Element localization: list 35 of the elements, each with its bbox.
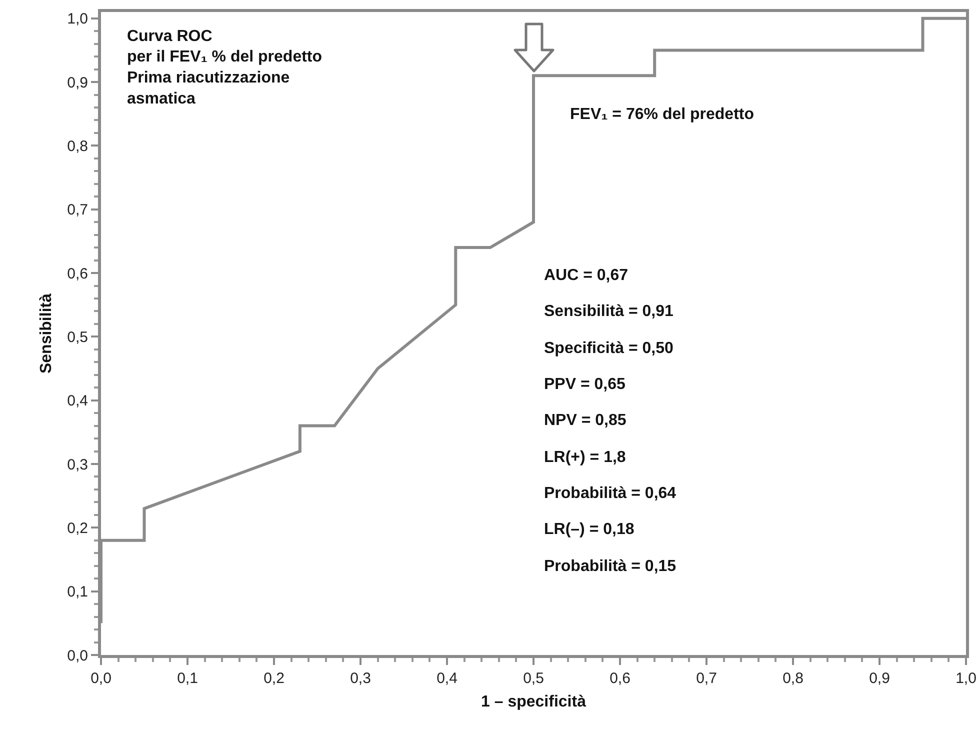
- y-tick-label: 0,8: [67, 138, 88, 155]
- annotation: NPV = 0,85: [544, 412, 626, 429]
- x-tick-label: 0,8: [782, 670, 804, 687]
- y-tick-label: 0,7: [67, 202, 88, 219]
- y-tick-label: 0,0: [67, 647, 88, 664]
- x-tick-label: 0,5: [523, 670, 544, 687]
- y-tick-label: 0,5: [67, 328, 88, 346]
- x-tick-label: 0,9: [869, 670, 890, 687]
- annotation: LR(+) = 1,8: [544, 449, 626, 466]
- y-tick-label: 0,1: [67, 584, 88, 601]
- y-tick-label: 0,6: [67, 265, 88, 282]
- annotation: AUC = 0,67: [544, 267, 628, 284]
- y-tick-label: 0,3: [67, 456, 88, 474]
- annotation: Probabilità = 0,64: [544, 485, 676, 502]
- x-tick-label: 0,2: [264, 670, 284, 687]
- text: Curva ROC per il FEV₁ % del predetto Prima riacutizzazione asmatica: [126, 28, 322, 108]
- x-axis-title: 1 – specificità: [481, 694, 586, 711]
- x-tick-label: 0,3: [350, 670, 371, 687]
- y-tick-label: 0,9: [67, 74, 88, 92]
- y-tick-label: 0,2: [67, 520, 88, 537]
- annotation: Sensibilità = 0,91: [544, 303, 674, 320]
- x-tick-label: 1,0: [956, 670, 976, 687]
- x-tick-label: 0,4: [436, 670, 458, 687]
- annotation: PPV = 0,65: [544, 376, 626, 393]
- annotation: FEV₁ = 76% del predetto: [570, 106, 754, 123]
- annotation: Specificità = 0,50: [544, 340, 674, 357]
- x-tick-label: 0,0: [90, 670, 112, 687]
- annotation: Probabilità = 0,15: [544, 558, 676, 575]
- y-tick-label: 0,4: [67, 392, 88, 410]
- y-tick-label: 1,0: [67, 10, 88, 28]
- x-tick-label: 0,6: [610, 670, 630, 687]
- annotation: LR(–) = 0,18: [544, 521, 634, 538]
- x-tick-label: 0,7: [696, 670, 717, 687]
- y-axis-title: Sensibilità: [38, 293, 56, 374]
- x-tick-label: 0,1: [177, 670, 198, 687]
